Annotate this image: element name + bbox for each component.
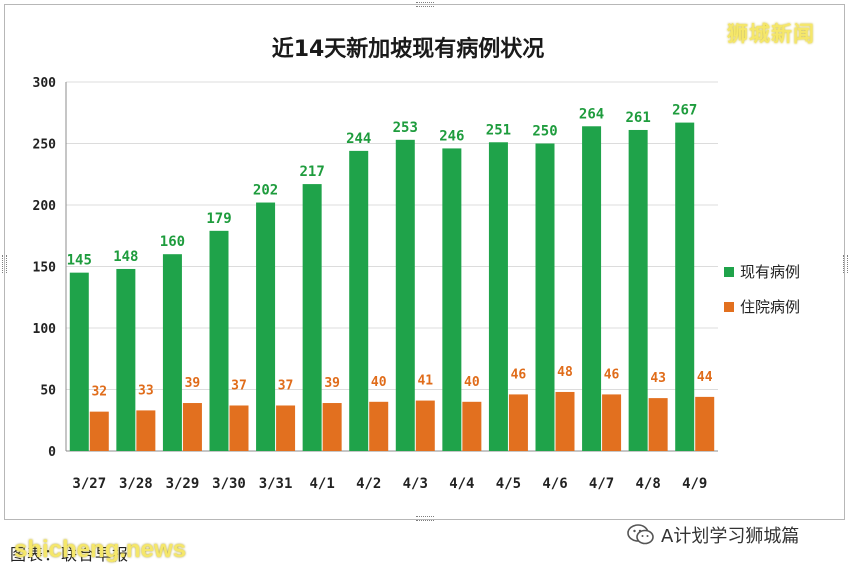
bar-住院病例 [182,403,202,451]
bar-住院病例 [369,401,389,451]
data-label: 261 [625,110,650,126]
data-label: 246 [439,128,464,144]
resize-handle-bottom[interactable] [416,516,434,521]
data-label: 33 [138,383,154,398]
x-tick-label: 4/6 [542,476,567,492]
resize-handle-right[interactable] [843,255,848,273]
bar-现有病例 [162,254,182,451]
bar-现有病例 [675,122,695,451]
data-label: 44 [697,370,713,385]
y-tick-label: 100 [33,322,57,337]
data-label: 43 [650,371,666,386]
chart-source: 图表：联合早报 [10,545,130,564]
bar-现有病例 [302,184,322,451]
resize-handle-top[interactable] [416,2,434,7]
bar-住院病例 [89,411,109,451]
data-label: 148 [113,249,138,265]
bar-现有病例 [395,139,415,451]
data-label: 39 [324,376,340,391]
bar-住院病例 [602,394,622,451]
data-label: 40 [371,375,387,390]
chart-frame [4,4,845,520]
bar-现有病例 [209,230,229,451]
bar-住院病例 [462,401,482,451]
legend-swatch [724,302,734,312]
y-tick-label: 50 [40,384,56,399]
data-label: 145 [67,253,92,269]
data-label: 264 [579,106,604,122]
data-label: 41 [417,374,433,389]
data-label: 251 [486,122,511,138]
bar-现有病例 [349,150,369,451]
x-tick-label: 4/1 [309,476,334,492]
chart-title: 近14天新加坡现有病例状况 [272,36,545,62]
bar-住院病例 [648,398,668,451]
data-label: 32 [91,385,107,400]
data-label: 217 [299,164,324,180]
bars [69,122,715,452]
x-tick-label: 4/7 [589,476,614,492]
data-label: 39 [185,376,201,391]
bar-现有病例 [116,268,136,451]
y-tick-label: 0 [48,445,56,460]
resize-handle-left[interactable] [2,255,7,273]
bar-住院病例 [415,400,435,451]
data-label: 253 [393,120,418,136]
wechat-icon [627,524,654,545]
x-tick-label: 3/27 [72,476,106,492]
data-label: 160 [160,234,185,250]
y-tick-label: 150 [33,261,57,276]
x-tick-label: 3/29 [166,476,200,492]
x-tick-label: 4/5 [496,476,521,492]
data-label: 37 [278,378,294,393]
bar-住院病例 [229,405,249,451]
x-tick-label: 4/2 [356,476,381,492]
bar-住院病例 [695,396,715,451]
x-tick-label: 4/8 [635,476,660,492]
legend-swatch [724,267,734,277]
data-label: 250 [532,124,557,140]
data-label: 46 [604,367,620,382]
y-tick-label: 250 [33,138,57,153]
watermark-text: shicheng.news [14,536,187,563]
bar-住院病例 [322,403,342,451]
data-label: 267 [672,103,697,119]
bar-住院病例 [276,405,296,451]
wechat-account[interactable]: A计划学习狮城篇 [627,521,799,549]
bar-现有病例 [256,202,276,451]
bar-现有病例 [488,142,508,451]
y-tick-label: 200 [33,199,57,214]
x-tick-label: 3/30 [212,476,246,492]
x-tick-label: 3/31 [259,476,293,492]
wechat-account-name: A计划学习狮城篇 [661,526,800,547]
bar-现有病例 [442,148,462,452]
x-tick-label: 4/9 [682,476,707,492]
data-label: 244 [346,131,371,147]
bar-住院病例 [555,391,575,451]
data-labels: 145 32 148 33 160 39 179 37 202 37 217 39 244 40 253 41… [67,103,713,400]
data-label: 48 [557,365,573,380]
y-tick-label: 300 [33,76,57,91]
data-label: 37 [231,378,247,393]
bar-现有病例 [69,272,89,451]
data-label: 46 [511,367,527,382]
x-tick-label: 3/28 [119,476,153,492]
bar-现有病例 [628,129,648,451]
data-label: 202 [253,183,278,199]
data-label: 179 [206,211,231,227]
watermark-logo: 狮城新闻 [727,22,815,46]
bar-住院病例 [136,410,156,451]
bar-现有病例 [535,143,555,451]
bar-现有病例 [582,126,602,451]
legend-label: 现有病例 [740,263,800,281]
data-label: 40 [464,375,480,390]
bar-住院病例 [508,394,528,451]
x-tick-label: 4/4 [449,476,474,492]
legend-label: 住院病例 [740,298,800,316]
x-tick-label: 4/3 [403,476,428,492]
x-axis: 3/27 3/28 3/29 3/30 3/31 4/1 4/2 4/3 4/4 4/5 4/6 4/… [72,476,707,492]
